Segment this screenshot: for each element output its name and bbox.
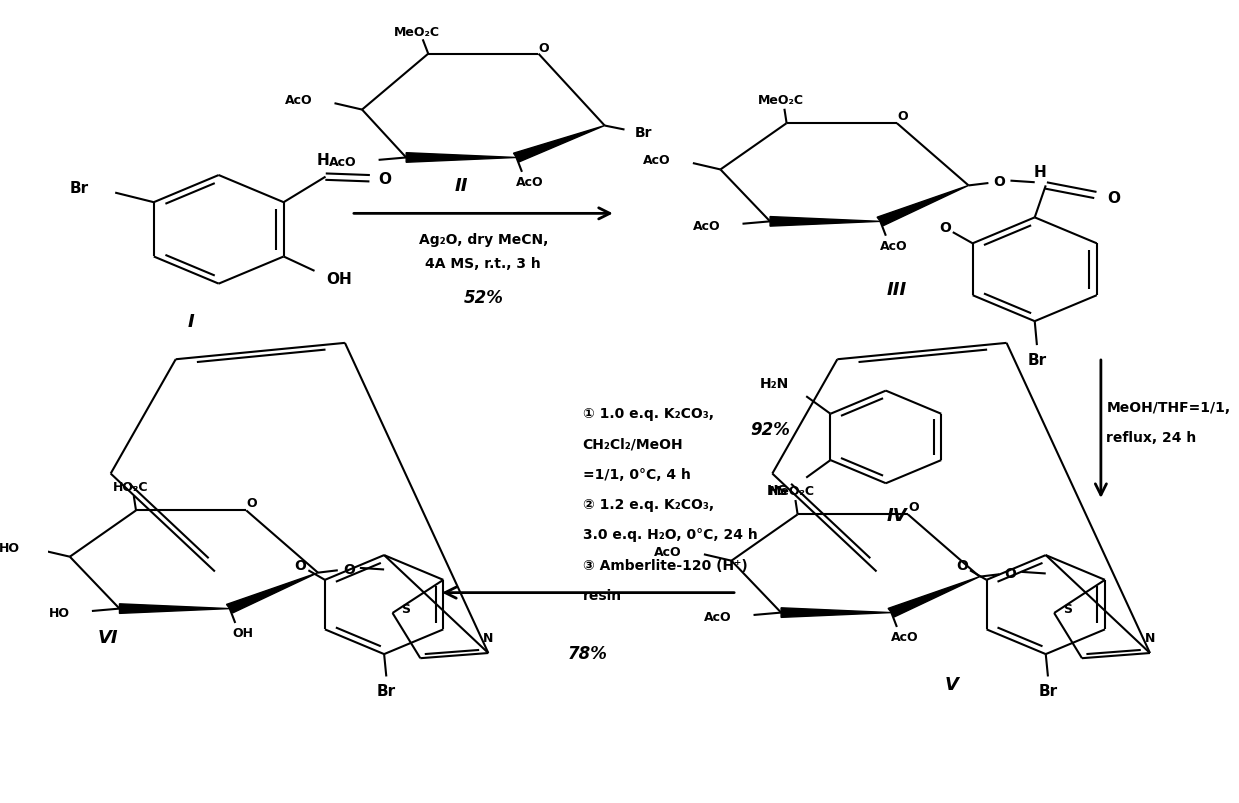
Text: O: O — [1005, 566, 1016, 580]
Text: O: O — [897, 109, 908, 123]
Polygon shape — [781, 608, 891, 618]
Text: 78%: 78% — [569, 644, 608, 662]
Text: Br: Br — [634, 126, 652, 140]
Text: III: III — [887, 281, 907, 299]
Text: MeO₂C: MeO₂C — [394, 26, 440, 39]
Text: AcO: AcO — [328, 156, 357, 169]
Text: OH: OH — [233, 626, 254, 639]
Text: V: V — [945, 675, 959, 694]
Polygon shape — [877, 186, 969, 226]
Text: O: O — [957, 559, 968, 573]
Text: AcO: AcO — [891, 630, 918, 643]
Text: N: N — [483, 631, 493, 644]
Polygon shape — [406, 153, 517, 163]
Text: O: O — [994, 175, 1005, 190]
Polygon shape — [119, 604, 229, 613]
Text: CH₂Cl₂/MeOH: CH₂Cl₂/MeOH — [582, 437, 683, 450]
Text: MeO₂C: MeO₂C — [769, 484, 815, 497]
Text: HS: HS — [767, 484, 788, 498]
Text: MeO₂C: MeO₂C — [758, 94, 804, 107]
Text: IV: IV — [887, 507, 907, 524]
Text: S: S — [1063, 603, 1072, 616]
Text: 4A MS, r.t., 3 h: 4A MS, r.t., 3 h — [425, 256, 541, 271]
Text: S: S — [401, 603, 410, 616]
Text: ③ Amberlite-120 (H⁺): ③ Amberlite-120 (H⁺) — [582, 558, 747, 572]
Text: HO: HO — [0, 541, 20, 554]
Text: VI: VI — [98, 628, 119, 646]
Text: 3.0 e.q. H₂O, 0°C, 24 h: 3.0 e.q. H₂O, 0°C, 24 h — [582, 528, 757, 542]
Text: N: N — [1145, 631, 1155, 644]
Polygon shape — [771, 218, 881, 227]
Text: MeOH/THF=1/1,: MeOH/THF=1/1, — [1106, 400, 1230, 414]
Text: AcO: AcO — [515, 176, 544, 189]
Text: O: O — [1108, 190, 1120, 206]
Text: AcO: AcO — [643, 154, 670, 167]
Text: =1/1, 0°C, 4 h: =1/1, 0°C, 4 h — [582, 467, 690, 481]
Text: O: O — [939, 221, 952, 235]
Polygon shape — [888, 577, 980, 617]
Text: H: H — [1033, 165, 1047, 179]
Text: Br: Br — [377, 683, 396, 699]
Polygon shape — [513, 126, 605, 162]
Text: O: O — [539, 42, 549, 55]
Text: OH: OH — [326, 272, 352, 287]
Text: Br: Br — [69, 181, 88, 196]
Text: Ag₂O, dry MeCN,: Ag₂O, dry MeCN, — [419, 233, 548, 247]
Text: HO: HO — [48, 606, 69, 619]
Text: AcO: AcO — [704, 610, 731, 623]
Text: HO₂C: HO₂C — [113, 480, 149, 493]
Text: ② 1.2 e.q. K₂CO₃,: ② 1.2 e.q. K₂CO₃, — [582, 497, 714, 512]
Text: AcO: AcO — [880, 239, 907, 252]
Text: ① 1.0 e.q. K₂CO₃,: ① 1.0 e.q. K₂CO₃, — [582, 406, 714, 421]
Text: AcO: AcO — [654, 545, 681, 558]
Text: H: H — [317, 153, 330, 167]
Text: I: I — [188, 312, 195, 331]
Text: O: O — [908, 500, 919, 513]
Text: AcO: AcO — [693, 219, 720, 233]
Text: II: II — [455, 177, 468, 195]
Text: 92%: 92% — [750, 421, 790, 438]
Text: reflux, 24 h: reflux, 24 h — [1106, 430, 1197, 444]
Text: O: O — [343, 562, 354, 576]
Text: Br: Br — [1038, 683, 1058, 699]
Polygon shape — [227, 573, 318, 613]
Text: resin: resin — [582, 589, 622, 602]
Text: 52%: 52% — [463, 289, 503, 307]
Text: H₂N: H₂N — [760, 377, 788, 391]
Text: Br: Br — [1027, 353, 1047, 368]
Text: AcO: AcO — [285, 95, 312, 108]
Text: O: O — [247, 496, 258, 509]
Text: O: O — [295, 559, 306, 573]
Text: O: O — [379, 172, 392, 186]
